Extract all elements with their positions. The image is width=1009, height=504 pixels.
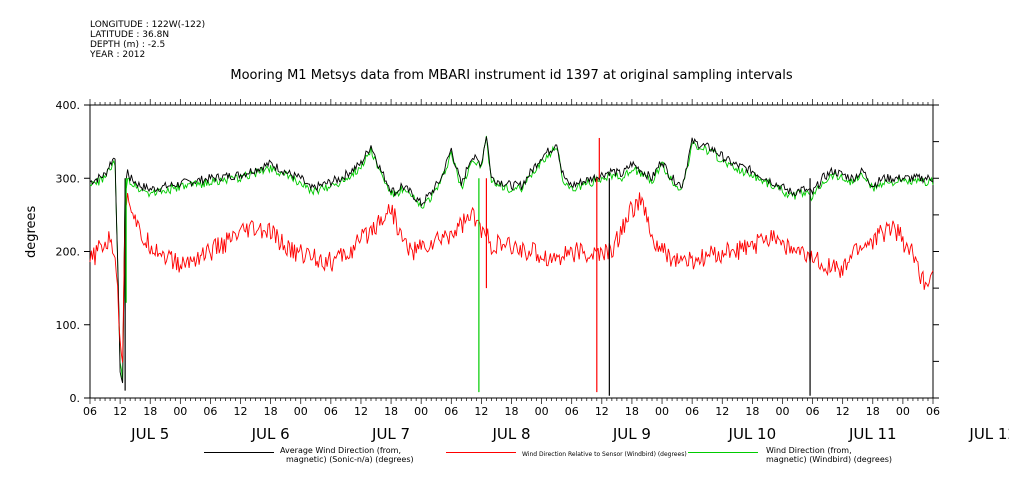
legend-label-red: Wind Direction Relative to Sensor (Windb… [522,451,687,458]
x-hour-label: 12 [715,405,729,418]
x-hour-label: 06 [324,405,338,418]
x-hour-label: 00 [535,405,549,418]
x-day-label: JUL 9 [612,425,651,443]
chart-title: Mooring M1 Metsys data from MBARI instru… [230,68,793,83]
x-hour-label: 12 [474,405,488,418]
legend-line-black [204,452,274,453]
x-hour-label: 06 [685,405,699,418]
x-hour-label: 18 [505,405,519,418]
legend-line-green [688,452,758,453]
y-tick-label: 0. [70,392,81,405]
x-hour-label: 06 [806,405,820,418]
longitude-label: LONGITUDE : 122W(-122) [90,20,206,30]
legend-entry-black: Average Wind Direction (from, magnetic) … [280,446,414,464]
x-day-label: JUL 5 [130,425,169,443]
x-hour-label: 12 [595,405,609,418]
legend-label-black-1: Average Wind Direction (from, [280,446,402,455]
x-hour-label: 12 [234,405,248,418]
year-label: YEAR : 2012 [90,50,146,60]
x-hour-label: 00 [896,405,910,418]
series-line-0 [89,136,934,384]
y-tick-label: 400. [56,99,81,112]
x-day-label: JUL 11 [848,425,897,443]
x-hour-label: 06 [203,405,217,418]
x-hour-label: 12 [836,405,850,418]
x-day-label: JUL 7 [371,425,410,443]
x-day-label: JUL 6 [251,425,290,443]
x-hour-label: 18 [745,405,759,418]
legend-entry-green: Wind Direction (from, magnetic) (Windbir… [766,446,892,464]
x-hour-label: 00 [655,405,669,418]
x-hour-label: 18 [384,405,398,418]
legend-label-black-2: magnetic) (Sonic-n/a) (degrees) [286,455,414,464]
x-day-label: JUL 8 [491,425,530,443]
x-hour-label: 06 [444,405,458,418]
x-hour-label: 00 [775,405,789,418]
x-hour-label: 18 [866,405,880,418]
y-tick-label: 200. [56,246,81,259]
series-line-1 [89,192,934,363]
x-hour-label: 06 [926,405,940,418]
legend-line-red [446,452,516,453]
latitude-label: LATITUDE : 36.8N [90,30,170,40]
x-hour-label: 06 [83,405,97,418]
x-day-label: JUL 12 [968,425,1009,443]
x-hour-label: 18 [264,405,278,418]
x-hour-label: 06 [565,405,579,418]
legend-entry-red: Wind Direction Relative to Sensor (Windb… [522,450,687,459]
x-hour-label: 00 [414,405,428,418]
x-hour-label: 12 [113,405,127,418]
x-hour-label: 12 [354,405,368,418]
y-tick-label: 100. [56,319,81,332]
legend-label-green-2: magnetic) (Windbird) (degrees) [766,455,893,464]
x-hour-label: 00 [173,405,187,418]
x-hour-label: 18 [625,405,639,418]
depth-label: DEPTH (m) : -2.5 [90,40,166,50]
metadata-block: LONGITUDE : 122W(-122) LATITUDE : 36.8N … [90,20,205,60]
x-hour-label: 18 [143,405,157,418]
x-day-label: JUL 10 [728,425,777,443]
y-tick-label: 300. [56,172,81,185]
x-hour-label: 00 [294,405,308,418]
legend-label-green-1: Wind Direction (from, [766,446,852,455]
